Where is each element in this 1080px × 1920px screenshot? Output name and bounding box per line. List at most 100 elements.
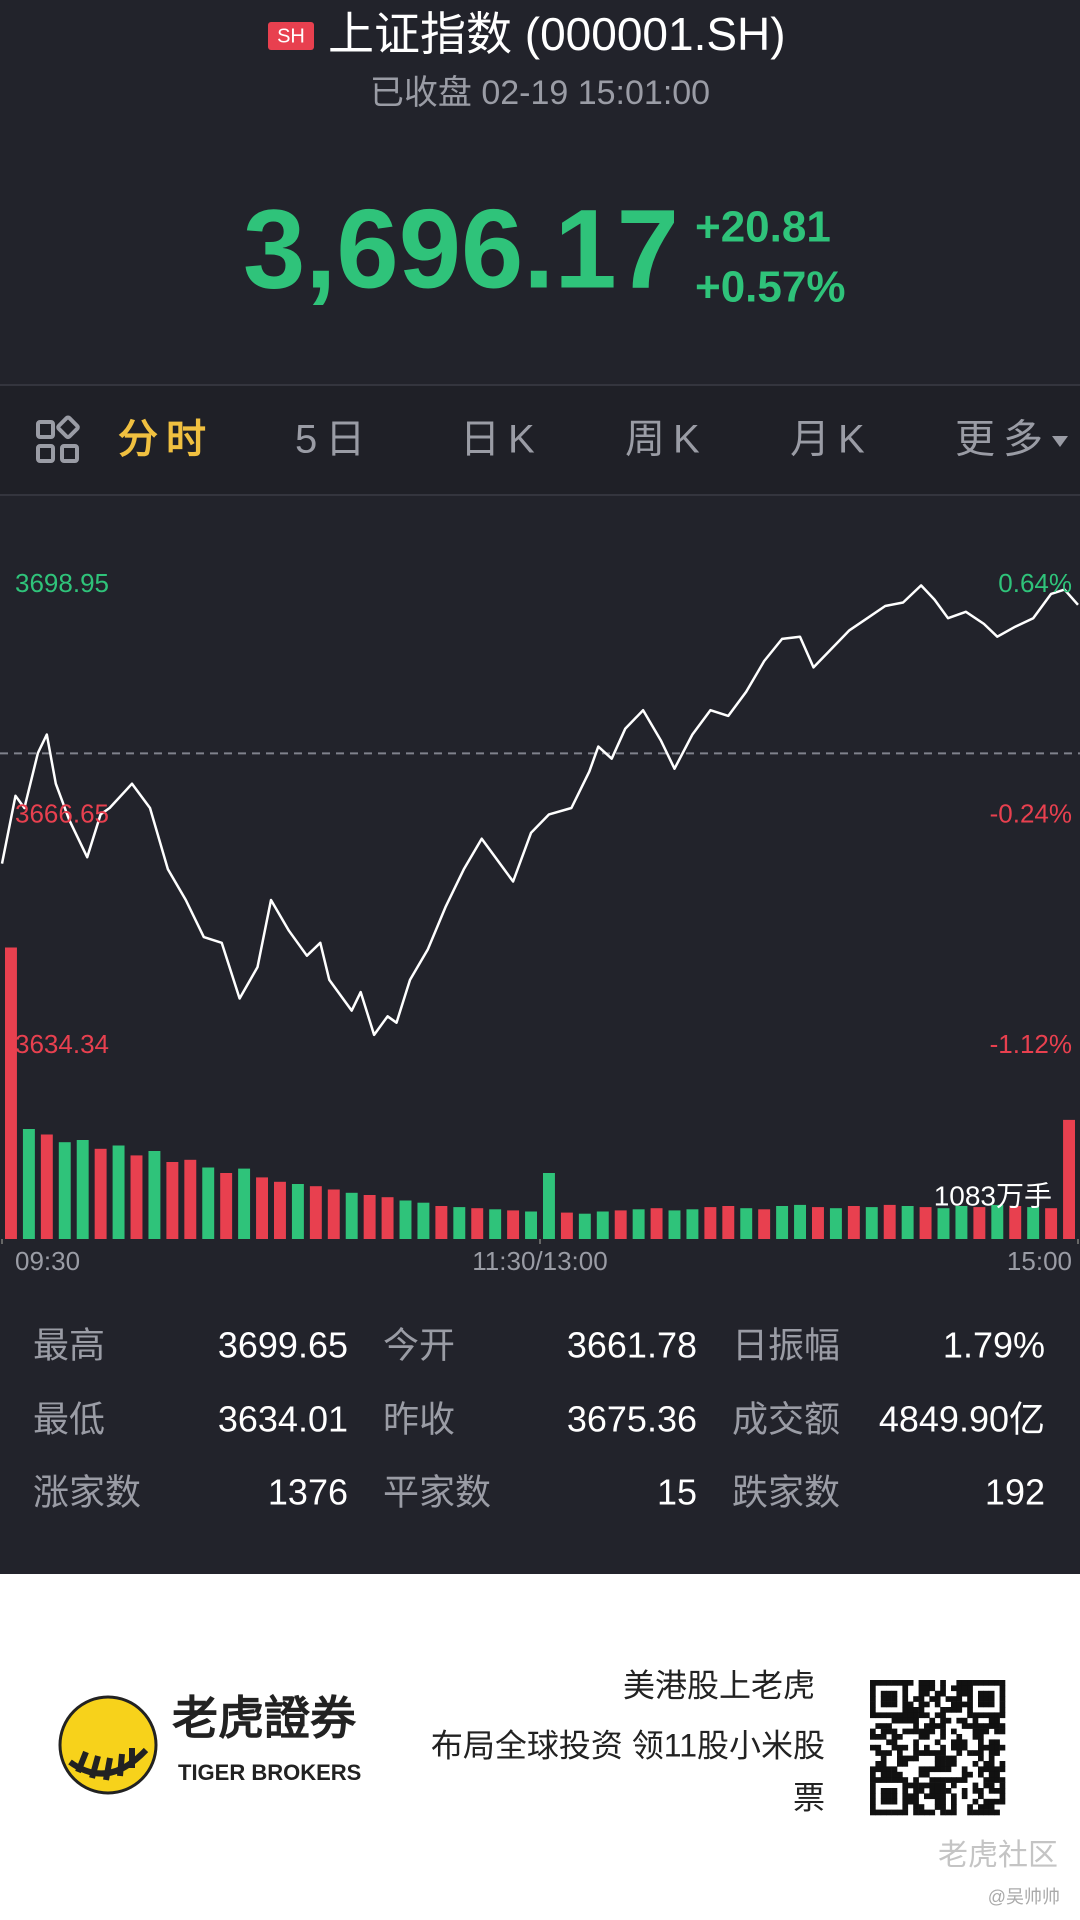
- x-tick-label: 09:30: [15, 1246, 80, 1276]
- qr-cell: [897, 1771, 903, 1778]
- qr-cell: [972, 1782, 979, 1789]
- qr-cell: [897, 1680, 903, 1686]
- stat-label: 涨家数: [33, 1472, 141, 1513]
- volume-bar: [471, 1208, 484, 1239]
- qr-cell: [870, 1788, 876, 1794]
- qr-cell: [875, 1734, 882, 1740]
- y2-tick-label: -0.24%: [990, 798, 1072, 828]
- stat-value: 15: [657, 1472, 697, 1513]
- qr-cell: [961, 1777, 968, 1783]
- qr-cell: [924, 1809, 930, 1816]
- qr-cell: [988, 1723, 995, 1729]
- qr-cell: [999, 1696, 1006, 1702]
- qr-cell: [956, 1777, 963, 1783]
- volume-label: 1083万手: [934, 1180, 1052, 1211]
- qr-cell: [940, 1690, 946, 1697]
- qr-cell: [999, 1766, 1006, 1773]
- qr-cell: [951, 1777, 957, 1783]
- ad-line: 票: [793, 1779, 825, 1815]
- volume-bar: [166, 1162, 179, 1239]
- qr-cell: [870, 1734, 876, 1740]
- price: 3,696.17: [243, 187, 679, 312]
- tab[interactable]: 周K: [625, 418, 708, 462]
- qr-cell: [913, 1696, 919, 1702]
- qr-cell: [918, 1809, 925, 1816]
- qr-cell: [886, 1771, 892, 1778]
- qr-cell: [907, 1728, 914, 1735]
- x-tick-label: 11:30/13:00: [472, 1246, 607, 1276]
- grid-icon[interactable]: [36, 415, 80, 463]
- qr-cell: [972, 1680, 979, 1686]
- tab[interactable]: 更多: [955, 418, 1051, 462]
- qr-cell: [929, 1728, 936, 1735]
- qr-cell: [902, 1690, 909, 1697]
- tab[interactable]: 5日: [295, 418, 373, 462]
- qr-cell: [902, 1777, 909, 1783]
- qr-cell: [988, 1766, 995, 1773]
- qr-cell: [934, 1696, 941, 1702]
- qr-cell: [983, 1680, 990, 1686]
- qr-cell: [934, 1723, 941, 1729]
- volume-bar: [812, 1207, 824, 1239]
- qr-cell: [940, 1798, 946, 1805]
- qr-cell: [978, 1734, 984, 1740]
- qr-cell: [886, 1690, 892, 1697]
- volume-bar: [1027, 1207, 1040, 1239]
- qr-cell: [913, 1744, 919, 1751]
- qr-cell: [983, 1701, 990, 1708]
- volume-bar: [381, 1197, 394, 1239]
- watermark: 老虎社区: [938, 1839, 1058, 1872]
- qr-cell: [945, 1777, 952, 1783]
- qr-cell: [913, 1707, 919, 1713]
- qr-cell: [880, 1723, 887, 1729]
- qr-cell: [956, 1744, 963, 1751]
- qr-cell: [988, 1701, 995, 1708]
- qr-cell: [994, 1750, 1000, 1756]
- volume-bar: [363, 1195, 376, 1239]
- volume-bar: [973, 1207, 986, 1239]
- qr-cell: [940, 1804, 946, 1810]
- qr-cell: [988, 1744, 995, 1751]
- qr-cell: [999, 1707, 1006, 1713]
- qr-cell: [870, 1782, 876, 1789]
- qr-cell: [902, 1712, 909, 1719]
- volume-bar: [5, 947, 17, 1239]
- qr-cell: [940, 1788, 946, 1794]
- qr-cell: [891, 1793, 898, 1800]
- qr-cell: [891, 1777, 898, 1783]
- tab[interactable]: 日K: [460, 418, 543, 462]
- qr-cell: [880, 1696, 887, 1702]
- volume-bar: [704, 1207, 717, 1239]
- qr-cell: [880, 1701, 887, 1708]
- qr-cell: [994, 1717, 1000, 1724]
- qr-cell: [913, 1788, 919, 1794]
- qr-cell: [907, 1712, 914, 1719]
- qr-cell: [886, 1798, 892, 1805]
- qr-cell: [913, 1750, 919, 1756]
- qr-cell: [870, 1804, 876, 1810]
- qr-cell: [972, 1798, 979, 1805]
- tab-bar: [0, 385, 1080, 495]
- qr-cell: [880, 1680, 887, 1686]
- qr-cell: [983, 1809, 990, 1816]
- qr-cell: [988, 1788, 995, 1794]
- qr-cell: [967, 1712, 973, 1719]
- tab[interactable]: 分时: [118, 418, 214, 462]
- qr-cell: [951, 1755, 957, 1762]
- volume-bar: [453, 1207, 466, 1239]
- y-tick-label: 3698.95: [15, 568, 109, 598]
- qr-cell: [924, 1728, 930, 1735]
- qr-cell: [880, 1734, 887, 1740]
- volume-bar: [1009, 1206, 1022, 1239]
- qr-cell: [875, 1766, 882, 1773]
- qr-cell: [929, 1750, 936, 1756]
- dropdown-arrow[interactable]: [1052, 436, 1068, 447]
- qr-cell: [929, 1717, 936, 1724]
- tab[interactable]: 月K: [790, 418, 873, 462]
- qr-cell: [978, 1755, 984, 1762]
- volume-bar: [991, 1204, 1004, 1239]
- qr-cell: [880, 1712, 887, 1719]
- qr-cell: [956, 1734, 963, 1740]
- qr-cell: [913, 1798, 919, 1805]
- qr-cell: [880, 1750, 887, 1756]
